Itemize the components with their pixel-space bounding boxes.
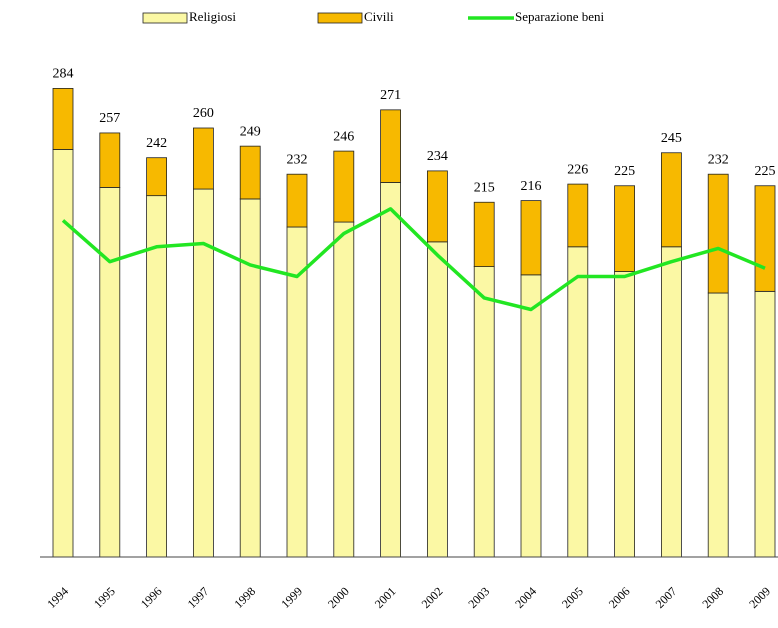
total-label: 249 [240,124,261,139]
bar-segment [567,246,589,558]
x-tick-label: 1994 [44,584,71,611]
x-tick-label: 1998 [231,584,258,611]
bar-segment [426,241,448,558]
total-label: 226 [567,162,588,177]
bar-segment [239,198,261,558]
legend-label: Civili [364,9,394,24]
bar-segment [52,88,74,150]
bar-segment [520,200,542,276]
bar-segment [567,183,589,248]
bar-segment [661,246,682,558]
bar-segment [426,170,448,243]
x-tick-label: 2009 [746,584,773,611]
x-tick-label: 1997 [185,584,212,611]
total-label: 234 [427,149,448,164]
bar-segment [333,221,355,558]
bar-segment [333,150,355,223]
x-tick-label: 2008 [699,584,726,611]
legend-label: Separazione beni [515,9,605,24]
bar-segment [286,173,308,228]
bar-segment [239,145,261,200]
total-label: 245 [661,131,682,146]
bar-segment [380,182,402,558]
bar-segment [380,109,402,183]
legend-swatch [142,12,188,24]
bar-segment [754,290,776,558]
total-label: 232 [708,152,729,167]
x-tick-label: 2007 [653,584,680,611]
legend-label: Religiosi [189,9,236,24]
total-label: 284 [53,67,74,82]
x-tick-label: 2003 [465,584,492,611]
total-label: 260 [193,106,214,121]
x-tick-label: 1996 [138,584,165,611]
bar-segment [52,149,74,558]
total-label: 246 [333,129,354,144]
bar-segment [520,274,542,558]
bar-segment [707,292,729,558]
bar-segment [754,185,776,292]
x-tick-label: 2000 [325,584,352,611]
total-label: 225 [755,164,776,179]
bar-segment [473,201,495,267]
x-tick-label: 2001 [372,584,399,611]
bar-segment [146,157,168,197]
total-label: 215 [474,180,495,195]
total-label: 271 [380,88,401,103]
total-label: 257 [99,111,120,126]
total-label: 225 [614,164,635,179]
line-series [61,207,766,312]
total-label: 216 [521,179,542,194]
bar-segment [661,152,682,248]
x-tick-label: 1999 [278,584,305,611]
bar-segment [473,266,495,558]
bar-segment [707,173,729,294]
bar-segment [99,186,121,558]
bar-segment [99,132,121,188]
x-tick-label: 2006 [606,584,633,611]
x-tick-label: 1995 [91,584,118,611]
legend-swatch [317,12,363,24]
x-tick-label: 2002 [419,584,446,611]
bar-segment [614,271,635,558]
x-tick-label: 2004 [512,584,539,611]
total-label: 232 [287,152,308,167]
x-tick-label: 2005 [559,584,586,611]
total-label: 242 [146,136,167,151]
bar-segment [192,127,214,190]
bar-segment [614,185,635,272]
